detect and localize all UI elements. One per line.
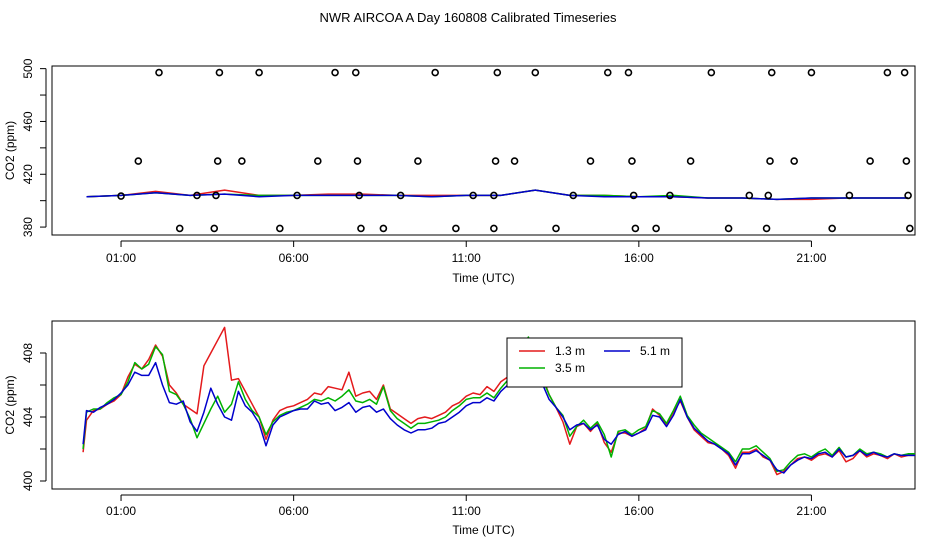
series-group	[82, 326, 915, 476]
outlier-point	[652, 224, 660, 233]
outlier-point	[175, 224, 184, 233]
outlier-point	[764, 191, 773, 200]
y-tick-label: 460	[21, 111, 35, 131]
x-tick-label: 01:00	[106, 251, 136, 265]
outlier-point	[745, 191, 754, 200]
outlier-point	[586, 157, 595, 165]
x-tick-label: 16:00	[624, 504, 654, 518]
legend-label: 1.3 m	[555, 344, 585, 358]
outlier-point	[213, 157, 222, 165]
panel-bottom: 01:00 06:00 11:00 16:00 21:00 Time (UTC) 400 40…	[3, 320, 916, 537]
outlier-point	[193, 191, 201, 200]
outlier-point	[255, 68, 263, 77]
series-line-1-3-m	[82, 326, 915, 476]
y-tick-label: 408	[21, 343, 35, 363]
outlier-point	[490, 224, 498, 233]
y-tick-label: 420	[21, 164, 35, 184]
x-tick-label: 06:00	[279, 504, 309, 518]
outlier-point	[631, 224, 640, 233]
series-group	[86, 189, 909, 201]
outlier-point	[624, 68, 633, 77]
outlier-point	[900, 68, 909, 77]
outlier-point	[117, 192, 125, 200]
plot-frame	[51, 65, 916, 236]
x-tick-label: 11:00	[452, 504, 481, 518]
outlier-point	[666, 191, 674, 200]
outlier-point	[276, 224, 284, 233]
outlier-point	[452, 224, 460, 233]
x-tick-label: 06:00	[279, 251, 309, 265]
outlier-point	[431, 68, 439, 77]
outlier-point	[766, 157, 774, 165]
outlier-point	[883, 68, 892, 77]
legend-label: 5.1 m	[640, 344, 670, 358]
legend-box	[506, 337, 683, 388]
outlier-point	[212, 191, 220, 200]
outlier-point	[845, 191, 854, 200]
outlier-point	[351, 68, 360, 77]
outlier-point	[379, 224, 388, 233]
x-axis-title: Time (UTC)	[452, 523, 514, 537]
panel-top: 01:00 06:00 11:00 16:00 21:00 Time (UTC) 380 42…	[3, 58, 916, 285]
outlier-point	[134, 157, 143, 165]
outlier-point	[314, 157, 322, 165]
y-tick-label: 400	[21, 471, 35, 491]
outlier-point	[707, 68, 716, 77]
x-tick-label: 16:00	[624, 251, 654, 265]
y-tick-label: 404	[21, 407, 35, 427]
x-tick-label: 01:00	[106, 504, 136, 518]
outlier-point	[902, 157, 911, 165]
outlier-point	[686, 157, 695, 165]
outlier-point	[552, 224, 560, 233]
y-tick-label: 380	[21, 217, 35, 237]
outlier-point	[767, 68, 776, 77]
outlier-point	[331, 68, 339, 77]
outlier-point	[490, 191, 498, 200]
series-line-5-1-m	[86, 189, 909, 201]
outlier-point	[357, 224, 365, 233]
outlier-point	[828, 224, 836, 233]
outlier-point	[355, 191, 364, 200]
outlier-point	[293, 191, 301, 200]
outlier-point	[414, 157, 422, 165]
outlier-point	[469, 191, 477, 200]
series-line-5-1-m	[82, 339, 915, 474]
x-tick-label: 11:00	[452, 251, 481, 265]
outlier-point	[155, 68, 163, 77]
y-axis-title: CO2 (ppm)	[3, 121, 17, 180]
x-tick-label: 21:00	[796, 504, 826, 518]
outlier-point	[629, 191, 638, 200]
y-axis-title: CO2 (ppm)	[3, 375, 17, 434]
x-tick-label: 21:00	[796, 251, 826, 265]
outlier-point	[807, 68, 816, 77]
legend-label: 3.5 m	[555, 361, 585, 375]
outlier-point	[904, 191, 912, 200]
chart-title: NWR AIRCOA A Day 160808 Calibrated Times…	[320, 10, 617, 25]
outlier-point	[724, 224, 733, 233]
outlier-point	[238, 157, 246, 165]
outlier-point	[906, 224, 914, 233]
outlier-point	[215, 68, 224, 77]
outlier-point	[790, 157, 798, 165]
outlier-point	[491, 157, 500, 165]
outlier-point	[628, 157, 636, 165]
outlier-point	[569, 191, 578, 200]
outlier-point	[493, 68, 502, 77]
outlier-point	[866, 157, 874, 165]
x-axis-title: Time (UTC)	[452, 271, 514, 285]
outlier-point	[510, 157, 519, 165]
outlier-point	[603, 68, 612, 77]
plot-frame	[51, 320, 916, 490]
outlier-point	[210, 224, 219, 233]
outlier-point	[762, 224, 771, 233]
outlier-point	[353, 157, 362, 165]
outlier-point	[531, 68, 540, 77]
outlier-point	[396, 191, 405, 200]
y-tick-label: 500	[21, 58, 35, 78]
